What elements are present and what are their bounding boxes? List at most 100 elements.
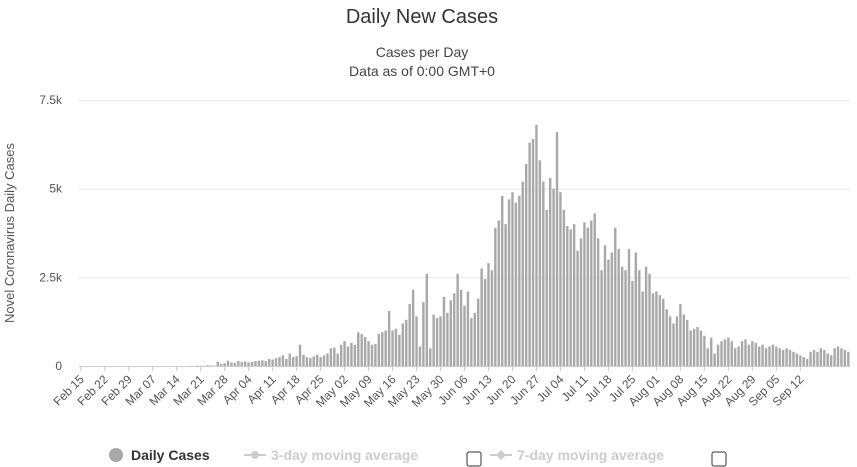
daily-cases-bar[interactable] xyxy=(425,273,429,366)
daily-cases-bar[interactable] xyxy=(305,357,309,366)
daily-cases-bar[interactable] xyxy=(679,303,682,366)
daily-cases-bar[interactable] xyxy=(775,346,778,366)
daily-cases-bar[interactable] xyxy=(686,319,689,366)
daily-cases-bar[interactable] xyxy=(710,337,713,366)
daily-cases-bar[interactable] xyxy=(812,350,816,366)
daily-cases-bar[interactable] xyxy=(346,346,350,366)
daily-cases-bar[interactable] xyxy=(809,351,812,366)
daily-cases-bar[interactable] xyxy=(610,252,614,366)
daily-cases-bar[interactable] xyxy=(216,361,219,366)
daily-cases-bar[interactable] xyxy=(720,341,723,366)
daily-cases-bar[interactable] xyxy=(230,362,233,366)
daily-cases-bar[interactable] xyxy=(723,339,727,366)
daily-cases-bar[interactable] xyxy=(315,354,319,366)
daily-cases-bar[interactable] xyxy=(271,359,274,366)
daily-cases-bar[interactable] xyxy=(583,222,586,366)
daily-cases-bar[interactable] xyxy=(367,341,370,366)
daily-cases-bar[interactable] xyxy=(370,344,374,366)
daily-cases-bar[interactable] xyxy=(408,303,411,366)
daily-cases-bar[interactable] xyxy=(805,358,809,366)
daily-cases-bar[interactable] xyxy=(405,319,408,366)
daily-cases-bar[interactable] xyxy=(449,300,452,366)
legend-item-7-day-average[interactable]: 7-day moving average xyxy=(490,447,727,467)
daily-cases-bar[interactable] xyxy=(326,353,329,366)
daily-cases-bar[interactable] xyxy=(250,361,254,366)
daily-cases-bar[interactable] xyxy=(586,227,590,366)
daily-cases-bar[interactable] xyxy=(391,330,394,366)
daily-cases-bar[interactable] xyxy=(247,362,250,366)
daily-cases-bar[interactable] xyxy=(836,346,840,366)
daily-cases-bar[interactable] xyxy=(631,280,634,366)
daily-cases-bar[interactable] xyxy=(572,224,576,366)
daily-cases-bar[interactable] xyxy=(415,316,418,366)
daily-cases-bar[interactable] xyxy=(322,355,326,366)
daily-cases-bar[interactable] xyxy=(682,314,686,366)
daily-cases-bar[interactable] xyxy=(655,291,658,366)
daily-cases-bar[interactable] xyxy=(446,312,449,366)
daily-cases-bar[interactable] xyxy=(470,318,473,366)
daily-cases-bar[interactable] xyxy=(692,328,696,366)
daily-cases-bar[interactable] xyxy=(357,332,360,366)
daily-cases-bar[interactable] xyxy=(603,245,607,366)
daily-cases-bar[interactable] xyxy=(494,227,497,366)
daily-cases-bar[interactable] xyxy=(699,330,703,366)
daily-cases-bar[interactable] xyxy=(394,328,398,366)
daily-cases-bar[interactable] xyxy=(607,259,610,366)
daily-cases-bar[interactable] xyxy=(638,270,641,366)
daily-cases-bar[interactable] xyxy=(617,248,620,366)
daily-cases-bar[interactable] xyxy=(435,318,439,366)
daily-cases-bar[interactable] xyxy=(418,346,422,366)
daily-cases-bar[interactable] xyxy=(483,279,487,366)
daily-cases-bar[interactable] xyxy=(524,163,528,366)
daily-cases-bar[interactable] xyxy=(223,363,226,366)
daily-cases-bar[interactable] xyxy=(507,199,511,366)
daily-cases-bar[interactable] xyxy=(757,346,761,366)
daily-cases-bar[interactable] xyxy=(819,348,823,366)
daily-cases-bar[interactable] xyxy=(285,358,288,366)
daily-cases-bar[interactable] xyxy=(336,353,339,366)
daily-cases-bar[interactable] xyxy=(802,357,805,366)
daily-cases-bar[interactable] xyxy=(764,348,768,366)
daily-cases-bar[interactable] xyxy=(614,227,617,366)
daily-cases-bar[interactable] xyxy=(792,351,795,366)
daily-cases-bar[interactable] xyxy=(453,293,456,366)
daily-cases-bar[interactable] xyxy=(675,316,679,366)
daily-cases-bar[interactable] xyxy=(278,357,281,366)
daily-cases-bar[interactable] xyxy=(477,298,480,366)
daily-cases-bar[interactable] xyxy=(545,209,548,366)
daily-cases-bar[interactable] xyxy=(781,350,785,366)
daily-cases-bar[interactable] xyxy=(329,348,333,366)
daily-cases-bar[interactable] xyxy=(411,289,415,366)
daily-cases-bar[interactable] xyxy=(734,348,737,366)
daily-cases-bar[interactable] xyxy=(295,356,298,366)
daily-cases-bar[interactable] xyxy=(785,348,788,366)
daily-cases-bar[interactable] xyxy=(542,181,545,366)
daily-cases-bar[interactable] xyxy=(302,354,305,366)
daily-cases-bar[interactable] xyxy=(668,316,672,366)
daily-cases-bar[interactable] xyxy=(267,358,271,366)
daily-cases-bar[interactable] xyxy=(624,270,627,366)
daily-cases-bar[interactable] xyxy=(377,334,381,366)
daily-cases-bar[interactable] xyxy=(521,181,524,366)
daily-cases-bar[interactable] xyxy=(768,346,771,366)
daily-cases-bar[interactable] xyxy=(319,357,322,366)
daily-cases-bar[interactable] xyxy=(751,341,754,366)
daily-cases-bar[interactable] xyxy=(264,361,267,366)
daily-cases-bar[interactable] xyxy=(401,323,405,366)
daily-cases-bar[interactable] xyxy=(555,131,559,366)
daily-cases-bar[interactable] xyxy=(744,339,747,366)
daily-cases-bar[interactable] xyxy=(535,124,538,366)
daily-cases-bar[interactable] xyxy=(778,348,781,366)
daily-cases-bar[interactable] xyxy=(350,342,353,366)
daily-cases-bar[interactable] xyxy=(384,330,387,366)
daily-cases-bar[interactable] xyxy=(497,220,500,366)
daily-cases-bar[interactable] xyxy=(363,336,367,366)
daily-cases-bar[interactable] xyxy=(590,220,593,366)
daily-cases-bar[interactable] xyxy=(309,357,312,366)
daily-cases-bar[interactable] xyxy=(644,266,648,366)
legend-checkbox-3-day[interactable] xyxy=(466,451,482,467)
daily-cases-bar[interactable] xyxy=(442,296,446,366)
daily-cases-bar[interactable] xyxy=(730,341,733,366)
legend-item-3-day-average[interactable]: 3-day moving average xyxy=(244,447,482,467)
daily-cases-bar[interactable] xyxy=(641,291,644,366)
